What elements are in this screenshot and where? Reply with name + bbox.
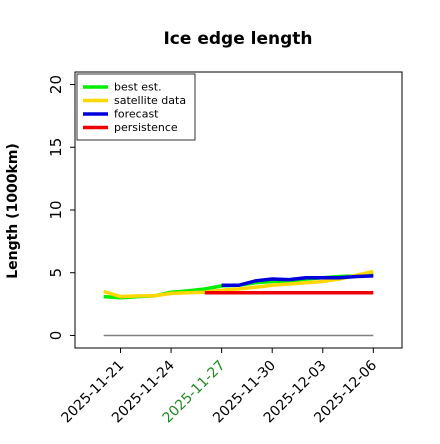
y-tick-label: 20 <box>47 75 65 94</box>
y-tick-label: 0 <box>47 331 65 341</box>
legend-label: persistence <box>114 121 178 134</box>
y-tick-label: 5 <box>47 268 65 278</box>
series-line-satellite-data <box>103 269 374 299</box>
y-axis-label: Length (1000km) <box>5 143 21 279</box>
legend-label: best est. <box>114 81 162 94</box>
legend: best est.satellite dataforecastpersisten… <box>76 73 196 141</box>
legend-label: satellite data <box>114 94 186 107</box>
plot-area <box>103 269 374 337</box>
series-line-forecast <box>221 274 374 288</box>
y-tick-label: 10 <box>47 200 65 219</box>
chart-title: Ice edge length <box>163 29 312 49</box>
y-tick-label: 15 <box>47 138 65 157</box>
legend-label: forecast <box>114 108 159 121</box>
